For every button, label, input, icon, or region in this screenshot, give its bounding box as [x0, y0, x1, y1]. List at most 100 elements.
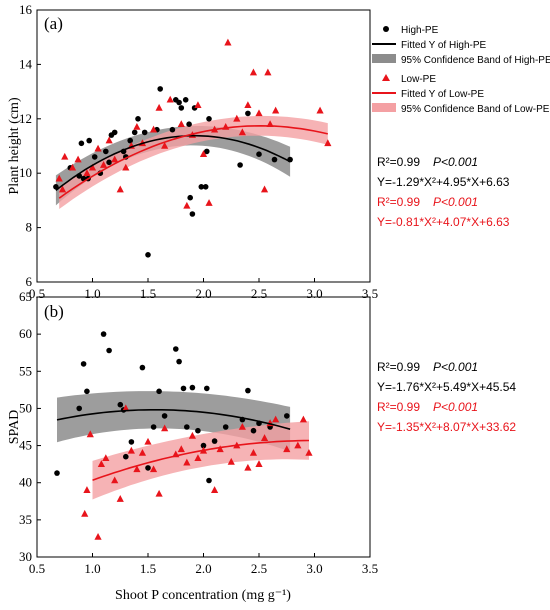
high-pe-point — [103, 148, 109, 155]
panel-a-fit-lines — [55, 124, 328, 199]
low-pe-point — [324, 139, 332, 147]
legend-high-fit: Fitted Y of High-PE — [401, 40, 487, 51]
low-pe-point — [216, 445, 224, 453]
panel-b-low-equation: Y=-1.35*X²+8.07*X+33.62 — [377, 420, 516, 434]
high-pe-point — [53, 184, 59, 190]
panel-a-y-axis: 6 8 10 12 14 16 — [19, 2, 41, 289]
low-pe-point — [144, 437, 152, 445]
low-pe-point — [94, 532, 102, 540]
y-tick-label: 45 — [19, 438, 32, 453]
y-tick-label: 30 — [19, 549, 32, 564]
high-pe-point — [145, 252, 151, 258]
x-tick-label: 2.5 — [251, 286, 267, 301]
high-pe-point — [182, 97, 189, 103]
panel-b-y-axis-title: SPAD — [7, 410, 22, 445]
x-tick-label: 1.5 — [140, 561, 156, 576]
high-pe-point — [54, 470, 60, 476]
high-pe-point — [91, 154, 98, 160]
x-tick-label: 2.0 — [195, 561, 211, 576]
panel-b-high-p: P<0.001 — [433, 360, 478, 374]
high-pe-point — [106, 347, 112, 354]
panel-b: 0.5 1.0 1.5 2.0 2.5 3.0 3.5 30 35 40 45 50 55 60 65 (… — [7, 289, 516, 603]
high-pe-point — [204, 385, 210, 392]
y-tick-label: 10 — [19, 165, 32, 180]
panel-a-statistics: R²=0.99 P<0.001 Y=-1.29*X²+4.95*X+6.63 R… — [377, 155, 510, 229]
high-pe-confidence-band — [57, 391, 291, 452]
panel-b-label: (b) — [44, 302, 64, 321]
low-pe-point — [260, 434, 269, 441]
low-pe-point — [155, 489, 163, 497]
low-pe-point — [177, 445, 185, 453]
low-pe-point — [199, 150, 208, 157]
high-pe-point — [123, 453, 129, 460]
high-pe-point — [184, 424, 190, 430]
high-pe-point — [245, 110, 251, 117]
high-pe-fit-line — [56, 408, 291, 430]
high-pe-point — [176, 358, 182, 365]
low-pe-point — [61, 152, 69, 160]
low-pe-point — [238, 423, 246, 430]
high-pe-point — [271, 156, 278, 163]
low-pe-point — [194, 101, 202, 108]
high-pe-point — [256, 151, 262, 157]
high-pe-point — [150, 424, 157, 430]
low-pe-point — [255, 460, 263, 467]
low-pe-point — [94, 144, 102, 152]
low-pe-point — [227, 457, 235, 465]
low-pe-point — [83, 169, 91, 176]
high-pe-point — [198, 184, 205, 190]
x-tick-label: 3.5 — [362, 561, 378, 576]
low-pe-point — [81, 509, 89, 517]
low-pe-point — [133, 122, 141, 130]
legend-high-marker — [383, 26, 389, 32]
panel-b-x-axis: 0.5 1.0 1.5 2.0 2.5 3.0 3.5 — [29, 553, 378, 576]
low-pe-point — [116, 185, 124, 193]
high-pe-point — [200, 442, 207, 449]
y-tick-label: 35 — [19, 512, 32, 527]
low-pe-point — [188, 431, 196, 439]
y-tick-label: 14 — [19, 56, 33, 71]
low-pe-point — [249, 68, 258, 76]
low-pe-point — [183, 201, 191, 209]
low-pe-point — [74, 155, 82, 163]
low-pe-point — [68, 163, 77, 171]
y-tick-label: 50 — [19, 400, 32, 415]
x-tick-label: 3.0 — [306, 286, 322, 301]
low-pe-point — [88, 163, 97, 171]
low-pe-point — [283, 445, 291, 453]
low-pe-point — [272, 415, 280, 423]
low-pe-point — [294, 441, 302, 449]
x-tick-label: 0.5 — [29, 561, 45, 576]
high-pe-point — [131, 129, 138, 136]
legend-low-fit: Fitted Y of Low-PE — [401, 89, 484, 100]
panel-a-x-axis: 0.5 1.0 1.5 2.0 2.5 3.0 3.5 — [29, 278, 378, 301]
y-tick-label: 40 — [19, 475, 32, 490]
panel-a-high-r2: R²=0.99 — [377, 155, 420, 169]
high-pe-point — [161, 413, 168, 419]
high-pe-point — [141, 129, 148, 136]
high-pe-point — [117, 401, 124, 408]
y-tick-label: 6 — [26, 274, 33, 289]
low-pe-point — [83, 486, 91, 493]
high-pe-point — [245, 387, 251, 394]
low-pe-point — [116, 495, 124, 502]
high-pe-point — [135, 116, 141, 122]
low-pe-point — [161, 142, 169, 149]
x-tick-label: 1.0 — [84, 286, 100, 301]
high-pe-point — [145, 465, 151, 471]
high-pe-point — [157, 86, 163, 92]
low-pe-point — [183, 458, 191, 466]
high-pe-point — [237, 162, 243, 168]
low-pe-point — [177, 120, 185, 128]
high-pe-point — [211, 438, 218, 444]
high-pe-point — [284, 413, 290, 419]
high-pe-point — [100, 331, 107, 337]
panel-b-low-p: P<0.001 — [433, 400, 478, 414]
panel-b-x-axis-title: Shoot P concentration (mg g⁻¹) — [115, 588, 291, 603]
low-pe-point — [55, 174, 63, 182]
high-pe-point — [169, 126, 176, 133]
panel-a-label: (a) — [44, 14, 63, 33]
legend-high-band: 95% Confidence Band of High-PE — [401, 55, 550, 66]
high-pe-point — [206, 116, 212, 122]
low-pe-point — [58, 185, 67, 193]
